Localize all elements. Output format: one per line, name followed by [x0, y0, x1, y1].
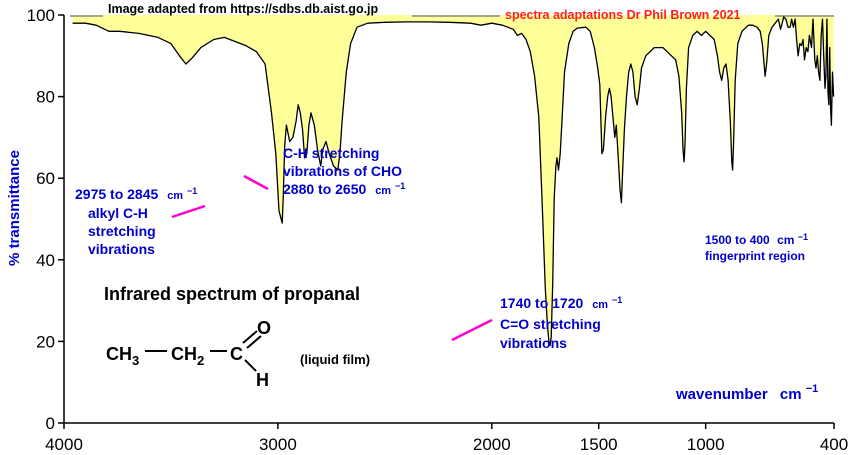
annotation-co-range: 1740 to 1720 cm −1	[500, 295, 622, 311]
spectrum-trace	[72, 16, 835, 347]
annotation-cho-range: 2880 to 2650 cm −1	[283, 181, 405, 197]
annotation-fingerprint: 1500 to 400 cm −1 fingerprint region	[705, 232, 808, 263]
bond-c-o-1	[242, 330, 258, 344]
annotation-alkyl-line3: vibrations	[88, 241, 155, 257]
annotation-fingerprint-label: fingerprint region	[705, 249, 805, 263]
y-axis-label: % transmittance	[6, 150, 23, 266]
y-tick-label: 0	[46, 414, 55, 433]
credit-adaptation: spectra adaptations Dr Phil Brown 2021	[505, 8, 741, 22]
y-tick-label: 60	[36, 169, 55, 188]
credit-source: Image adapted from https://sdbs.db.aist.…	[108, 2, 379, 16]
annotation-alkyl-line1: alkyl C-H	[88, 205, 148, 221]
x-ticks: 4000 3000 2000 1500 1000 400	[45, 423, 848, 454]
annotation-co: 1740 to 1720 cm −1 C=O stretching vibrat…	[451, 295, 622, 351]
atom-ch3: CH3	[106, 344, 139, 368]
annotation-co-line1: C=O stretching	[500, 316, 601, 332]
annotation-co-pointer	[451, 318, 493, 342]
x-tick-label: 1500	[580, 435, 618, 454]
y-ticks: 0 20 40 60 80 100	[27, 6, 64, 433]
annotation-cho-ch: C-H stretching vibrations of CHO 2880 to…	[243, 145, 405, 197]
atom-o: O	[257, 318, 271, 338]
x-axis-label-text: wavenumber	[675, 386, 768, 403]
bond-c-o-2	[246, 335, 262, 349]
annotation-alkyl-line2: stretching	[88, 223, 156, 239]
x-axis-label-unit: cm	[780, 386, 802, 403]
atom-ch2: CH2	[171, 344, 204, 368]
annotation-alkyl-pointer	[171, 204, 206, 219]
annotation-cho-pointer	[243, 174, 269, 191]
y-tick-label: 100	[27, 6, 55, 25]
atom-h: H	[256, 370, 269, 390]
propanal-structure: CH3 CH2 C O H	[106, 318, 271, 390]
x-tick-label: 2000	[473, 435, 511, 454]
annotation-alkyl-ch: 2975 to 2845 cm −1 alkyl C-H stretching …	[75, 186, 206, 257]
annotation-fingerprint-range: 1500 to 400 cm −1	[705, 232, 808, 247]
annotation-alkyl-range: 2975 to 2845 cm −1	[75, 186, 197, 202]
atom-c: C	[230, 344, 243, 364]
x-tick-label: 400	[820, 435, 848, 454]
sample-note: (liquid film)	[300, 352, 370, 367]
chart-title: Infrared spectrum of propanal	[104, 284, 360, 304]
axes: 0 20 40 60 80 100 4000 3000 2000 1500 1000 400	[27, 6, 849, 454]
annotation-cho-line1: C-H stretching	[283, 145, 379, 161]
bond-c-h	[244, 359, 257, 372]
annotation-co-line2: vibrations	[500, 335, 567, 351]
y-tick-label: 80	[36, 88, 55, 107]
y-tick-label: 40	[36, 251, 55, 270]
y-tick-label: 20	[36, 332, 55, 351]
x-axis-label-unit-exp: −1	[806, 383, 819, 395]
x-tick-label: 3000	[259, 435, 297, 454]
annotation-cho-line2: vibrations of CHO	[283, 163, 402, 179]
x-tick-label: 1000	[687, 435, 725, 454]
x-tick-label: 4000	[45, 435, 83, 454]
x-axis-label: wavenumber cm −1	[675, 383, 818, 403]
